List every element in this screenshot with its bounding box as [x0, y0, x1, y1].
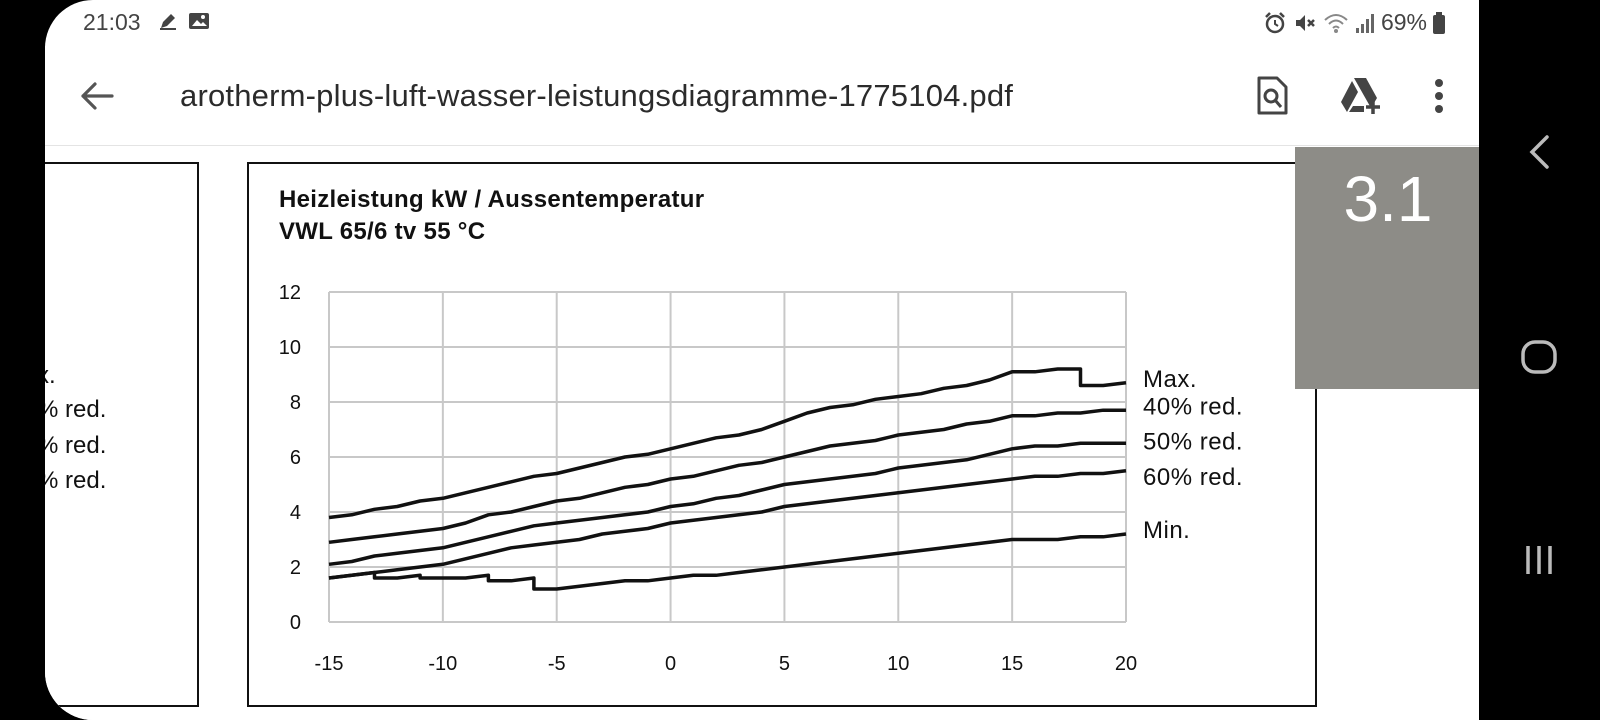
nav-home-button[interactable] [1509, 327, 1569, 387]
navigation-bar [1479, 0, 1600, 720]
battery-icon [1433, 11, 1445, 34]
y-tick-label: 0 [290, 612, 301, 634]
status-right-area: 69% [1263, 9, 1445, 36]
y-tick-label: 4 [290, 502, 301, 524]
left-legend-label: x. [45, 362, 56, 389]
pdf-viewer[interactable]: x. % red. % red. % red. . Heizleistung k… [45, 147, 1479, 720]
series-line [328, 532, 1127, 591]
home-icon [1521, 340, 1557, 374]
back-nav-icon [1529, 135, 1549, 169]
chart-frame: Heizleistung kW / Aussentemperatur VWL 6… [247, 162, 1317, 707]
series-label: Max. [1143, 366, 1197, 393]
left-legend-label: % red. [45, 467, 107, 494]
x-tick-label: 15 [1001, 653, 1023, 675]
recents-icon [1526, 546, 1552, 574]
chart-subtitle: VWL 65/6 tv 55 °C [279, 218, 486, 245]
series-label: Min. [1143, 517, 1190, 544]
x-tick-label: 10 [887, 653, 909, 675]
x-tick-label: -10 [428, 653, 457, 675]
x-tick-label: -15 [315, 653, 344, 675]
x-tick-label: 0 [665, 653, 676, 675]
series-line [328, 408, 1126, 545]
left-legend-label: % red. [45, 432, 107, 459]
nav-recents-button[interactable] [1509, 530, 1569, 590]
x-tick-label: 20 [1115, 653, 1137, 675]
series-label: 40% red. [1143, 393, 1243, 420]
find-in-page-button[interactable] [1248, 72, 1296, 120]
y-tick-label: 10 [279, 337, 301, 359]
more-options-button[interactable] [1415, 72, 1463, 120]
nav-back-button[interactable] [1509, 122, 1569, 182]
wifi-icon [1324, 13, 1348, 33]
signal-icon [1355, 13, 1374, 33]
phone-screen: 21:03 69% arotherm-plus-luft-wasser-leis… [45, 0, 1479, 720]
series-label: 60% red. [1143, 464, 1243, 491]
series-label: 50% red. [1143, 428, 1243, 455]
status-time: 21:03 [83, 9, 141, 35]
left-legend-label: % red. [45, 396, 107, 423]
drive-add-icon [1341, 78, 1380, 114]
battery-percent: 69% [1380, 9, 1427, 35]
mute-icon [1295, 14, 1315, 31]
document-title: arotherm-plus-luft-wasser-leistungsdiagr… [180, 78, 1014, 113]
series-line [328, 367, 1127, 520]
add-to-drive-button[interactable] [1337, 72, 1385, 120]
x-tick-label: -5 [548, 653, 566, 675]
y-tick-label: 8 [290, 392, 301, 414]
series-line [328, 469, 1127, 580]
section-number-badge: 3.1 [1295, 147, 1479, 389]
alarm-icon [1265, 11, 1285, 33]
chart-title: Heizleistung kW / Aussentemperatur [279, 186, 705, 213]
y-tick-label: 12 [279, 282, 301, 304]
y-tick-label: 2 [290, 557, 301, 579]
status-bar: 21:03 69% [45, 0, 1479, 46]
image-notification-icon [189, 13, 209, 29]
series-line [328, 441, 1126, 567]
notification-icons [158, 11, 210, 31]
arrow-back-icon [81, 82, 114, 110]
find-in-page-icon [1257, 76, 1288, 115]
left-chart-frame: x. % red. % red. % red. . [45, 162, 199, 707]
y-tick-label: 6 [290, 447, 301, 469]
section-number: 3.1 [1343, 163, 1433, 235]
pen-notification-icon [160, 14, 176, 30]
more-vert-icon [1435, 79, 1443, 113]
back-button[interactable] [75, 74, 119, 118]
line-chart: -15 -10 -5 0 5 10 15 20 0 2 4 6 8 10 12 Max.40% red. 50%… [279, 282, 1243, 675]
app-bar: arotherm-plus-luft-wasser-leistungsdiagr… [45, 46, 1479, 146]
x-tick-label: 5 [779, 653, 790, 675]
